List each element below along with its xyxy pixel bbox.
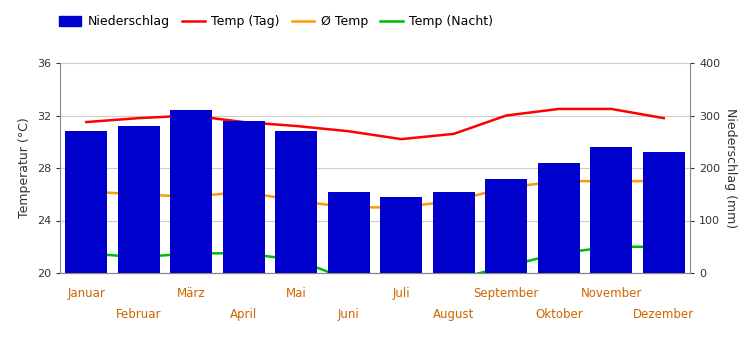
Bar [380, 197, 422, 273]
Text: Dezember: Dezember [633, 308, 694, 321]
Text: Juli: Juli [392, 287, 410, 300]
Bar [170, 110, 212, 273]
Y-axis label: Temperatur (°C): Temperatur (°C) [18, 118, 32, 218]
Text: Juni: Juni [338, 308, 360, 321]
Text: Januar: Januar [68, 287, 105, 300]
Bar [65, 131, 107, 273]
Text: Mai: Mai [286, 287, 307, 300]
Bar [275, 131, 317, 273]
Text: November: November [580, 287, 642, 300]
Bar [538, 163, 580, 273]
Bar [223, 121, 265, 273]
Bar [643, 152, 685, 273]
Bar [485, 178, 527, 273]
Bar [590, 147, 632, 273]
Bar [118, 126, 160, 273]
Text: August: August [433, 308, 475, 321]
Text: September: September [473, 287, 539, 300]
Text: Februar: Februar [116, 308, 161, 321]
Legend: Niederschlag, Temp (Tag), Ø Temp, Temp (Nacht): Niederschlag, Temp (Tag), Ø Temp, Temp (… [54, 10, 498, 34]
Y-axis label: Niederschlag (mm): Niederschlag (mm) [724, 108, 736, 228]
Bar [328, 192, 370, 273]
Text: April: April [230, 308, 257, 321]
Text: Oktober: Oktober [535, 308, 583, 321]
Bar [433, 192, 475, 273]
Text: März: März [177, 287, 206, 300]
